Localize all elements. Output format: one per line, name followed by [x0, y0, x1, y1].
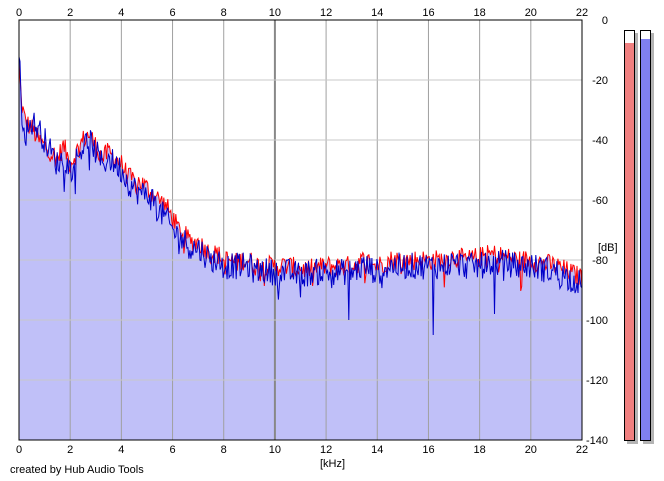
x-tick-label-bottom: 8: [221, 444, 227, 456]
series-lines: [18, 56, 583, 336]
x-tick-label-top: 14: [371, 7, 383, 19]
y-tick-label: -20: [592, 75, 608, 87]
y-tick-label: -80: [592, 255, 608, 267]
plot-border: [18, 19, 583, 441]
x-tick-label-top: 4: [118, 7, 124, 19]
x-tick-labels-top: 0 2 4 6 8 10 12 14 16 18 20 22: [16, 7, 588, 19]
left-level-meter: [624, 30, 635, 441]
x-tick-label-top: 8: [221, 7, 227, 19]
left-level-meter-fill: [625, 43, 634, 440]
x-tick-labels-bottom: 0 2 4 6 8 10 12 14 16 18 20 22: [16, 444, 588, 456]
x-gridlines: [69, 20, 532, 440]
x-tick-label-top: 22: [576, 7, 588, 19]
y-axis-label: [dB]: [598, 242, 618, 254]
series-line-right: [18, 56, 583, 336]
x-axis-label: [kHz]: [320, 458, 345, 470]
x-tick-label-bottom: 18: [474, 444, 486, 456]
x-tick-label-top: 6: [169, 7, 175, 19]
x-tick-label-bottom: 6: [169, 444, 175, 456]
y-tick-label: -40: [592, 135, 608, 147]
x-tick-label-bottom: 12: [320, 444, 332, 456]
y-tick-label: -120: [586, 375, 608, 387]
y-tick-label: -140: [586, 435, 608, 447]
x-tick-label-bottom: 20: [525, 444, 537, 456]
x-tick-label-top: 12: [320, 7, 332, 19]
y-tick-labels: 0 -20 -40 -60 -80 -100 -120 -140: [586, 15, 608, 447]
x-tick-label-bottom: 16: [422, 444, 434, 456]
x-tick-label-bottom: 0: [16, 444, 22, 456]
y-tick-label: -100: [586, 315, 608, 327]
x-tick-label-bottom: 14: [371, 444, 383, 456]
x-tick-label-top: 0: [16, 7, 22, 19]
right-level-meter: [640, 30, 651, 441]
x-tick-label-top: 16: [422, 7, 434, 19]
x-tick-label-bottom: 2: [67, 444, 73, 456]
x-tick-label-bottom: 4: [118, 444, 124, 456]
x-tick-label-top: 10: [269, 7, 281, 19]
spectrum-fill-area: [19, 56, 582, 440]
x-tick-label-bottom: 10: [269, 444, 281, 456]
x-tick-label-top: 20: [525, 7, 537, 19]
right-level-meter-fill: [641, 39, 650, 440]
x-tick-label-bottom: 22: [576, 444, 588, 456]
x-tick-label-top: 2: [67, 7, 73, 19]
y-tick-label: 0: [602, 15, 608, 27]
y-tick-label: -60: [592, 195, 608, 207]
x-tick-label-top: 18: [474, 7, 486, 19]
credit-text: created by Hub Audio Tools: [10, 464, 144, 476]
